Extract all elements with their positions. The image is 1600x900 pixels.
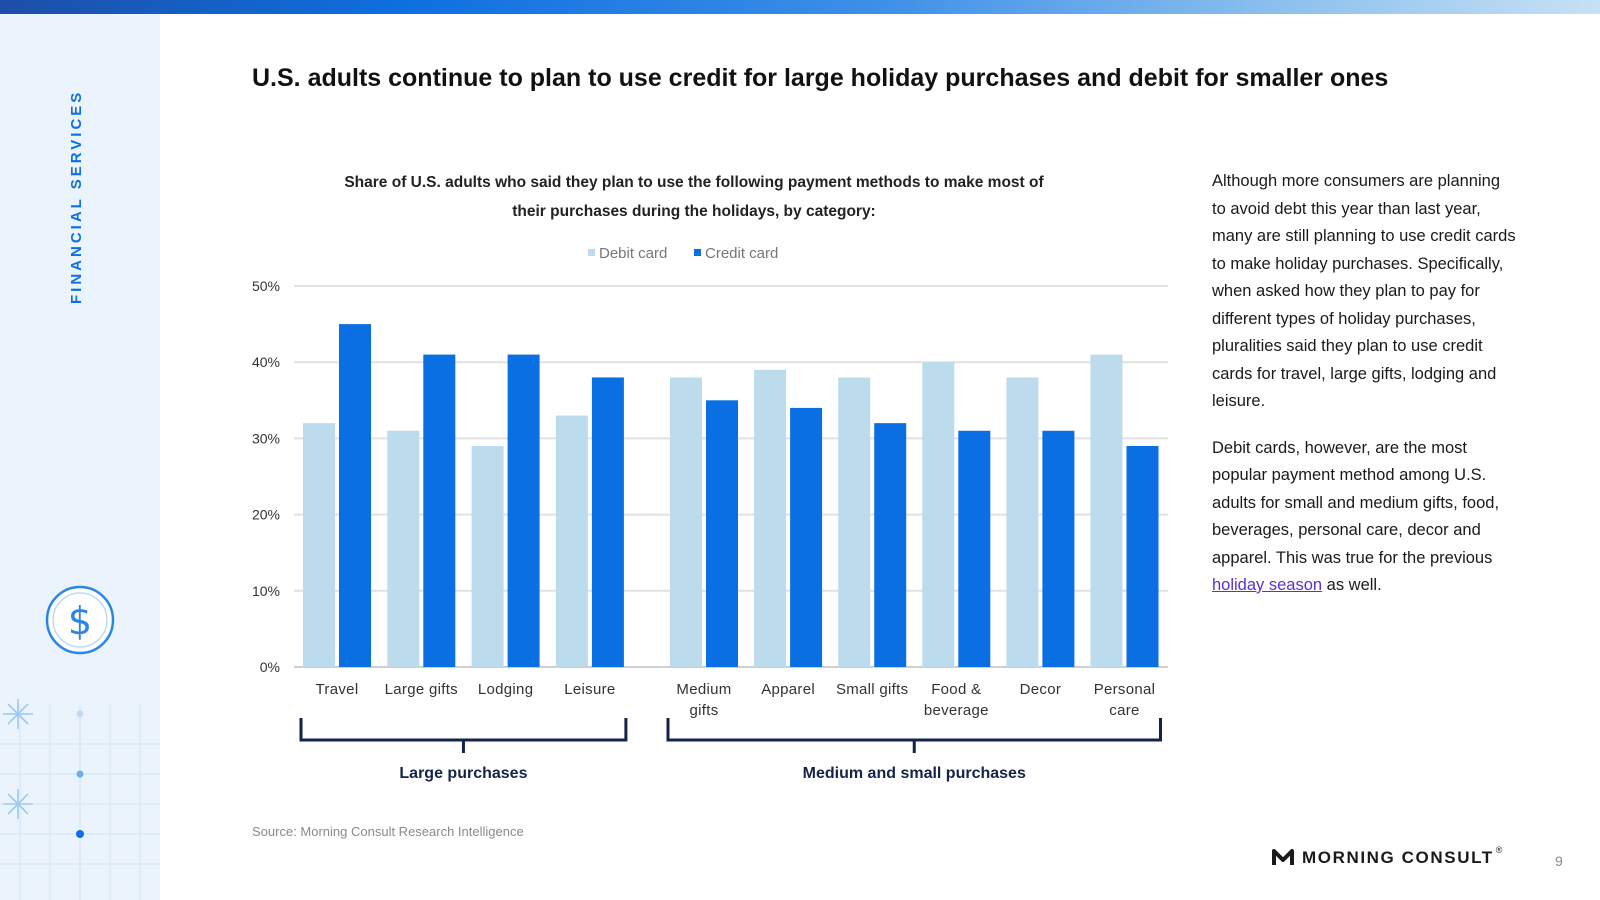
- bar-credit-card-medium-gifts: [706, 400, 738, 667]
- x-tick-label: Decor: [1020, 681, 1062, 698]
- top-accent-bar: [0, 0, 1600, 14]
- legend-swatch: [588, 249, 595, 256]
- y-tick-label: 40%: [252, 354, 280, 370]
- group-label: Large purchases: [399, 765, 527, 782]
- category-groups: Large purchases Medium and small purchase…: [299, 718, 1162, 782]
- group-label: Medium and small purchases: [803, 765, 1026, 782]
- bar-credit-card-apparel: [790, 407, 823, 667]
- sidebar: FINANCIAL SERVICES $: [0, 14, 160, 900]
- chart-title: Share of U.S. adults who said they plan …: [344, 174, 1044, 191]
- chart-legend: Debit card Credit card: [588, 245, 778, 262]
- sidebar-decoration: $: [0, 585, 160, 900]
- y-tick-label: 30%: [252, 430, 280, 446]
- x-tick-label: Travel: [316, 681, 359, 698]
- group-bracket: [299, 718, 628, 742]
- x-axis: Travel Large gifts Lodging Leisure Medium gif…: [316, 681, 1156, 719]
- registered-mark: ®: [1495, 845, 1503, 855]
- bar-debit-card-medium-gifts: [670, 377, 702, 667]
- x-tick-label: Large gifts: [385, 681, 458, 698]
- legend-label: Debit card: [599, 245, 667, 262]
- y-axis: 0% 10% 20% 30% 40% 50%: [252, 278, 280, 675]
- commentary-paragraph-2: Debit cards, however, are the most popul…: [1212, 435, 1517, 600]
- commentary-paragraph-1: Although more consumers are planning to …: [1212, 172, 1516, 410]
- y-tick-label: 0%: [260, 659, 280, 675]
- sparkle-icon: [3, 699, 33, 819]
- page-number: 9: [1555, 853, 1563, 869]
- x-tick-label: Leisure: [564, 681, 615, 698]
- bar-credit-card-travel: [339, 324, 371, 667]
- bar-credit-card-personal-care: [1126, 446, 1159, 667]
- x-tick-label: Food &: [931, 681, 981, 698]
- bar-credit-card-small-gifts: [874, 423, 907, 667]
- x-tick-label: gifts: [689, 702, 718, 719]
- x-tick-label: Apparel: [761, 681, 815, 698]
- logo-text: MORNING CONSULT: [1302, 848, 1494, 867]
- bar-debit-card-leisure: [555, 415, 588, 667]
- morning-consult-logo: MORNING CONSULT ®: [1272, 845, 1503, 868]
- x-tick-label: Medium: [676, 681, 731, 698]
- x-tick-label: Small gifts: [836, 681, 909, 698]
- bar-credit-card-leisure: [591, 377, 624, 667]
- bar-debit-card-small-gifts: [838, 377, 871, 667]
- bar-credit-card-lodging: [507, 354, 540, 667]
- legend-swatch: [694, 249, 701, 256]
- y-tick-label: 10%: [252, 583, 280, 599]
- bar-credit-card-large-gifts: [423, 354, 456, 667]
- x-tick-label: care: [1109, 702, 1139, 719]
- commentary-text: Debit cards, however, are the most popul…: [1212, 438, 1500, 567]
- bar-debit-card-travel: [303, 423, 335, 667]
- bar-credit-card-decor: [1042, 430, 1075, 667]
- logo-mark-icon: [1272, 849, 1294, 865]
- bar-debit-card-food-beverage: [922, 362, 955, 667]
- bar-debit-card-lodging: [471, 446, 504, 667]
- commentary-text-end: as well.: [1322, 576, 1382, 594]
- commentary: Although more consumers are planning to …: [1212, 168, 1517, 619]
- x-tick-label: Personal: [1094, 681, 1156, 698]
- bar-chart: Share of U.S. adults who said they plan …: [252, 174, 1168, 782]
- bar-credit-card-food-beverage: [958, 430, 991, 667]
- y-tick-label: 20%: [252, 507, 280, 523]
- dollar-icon: $: [45, 585, 115, 655]
- bar-debit-card-personal-care: [1090, 354, 1123, 667]
- holiday-season-link[interactable]: holiday season: [1212, 576, 1323, 594]
- group-bracket: [666, 718, 1162, 742]
- source-note: Source: Morning Consult Research Intelli…: [252, 824, 524, 839]
- bar-debit-card-decor: [1006, 377, 1039, 667]
- x-tick-label: beverage: [924, 702, 989, 719]
- legend-label: Credit card: [705, 245, 778, 262]
- chart-title-line-2: their purchases during the holidays, by …: [512, 203, 875, 220]
- x-tick-label: Lodging: [478, 681, 534, 698]
- bars: [303, 324, 1159, 667]
- svg-text:$: $: [68, 599, 92, 643]
- slide-title: U.S. adults continue to plan to use cred…: [252, 64, 1389, 92]
- y-tick-label: 50%: [252, 278, 280, 294]
- bar-debit-card-apparel: [754, 369, 787, 667]
- bar-debit-card-large-gifts: [387, 430, 420, 667]
